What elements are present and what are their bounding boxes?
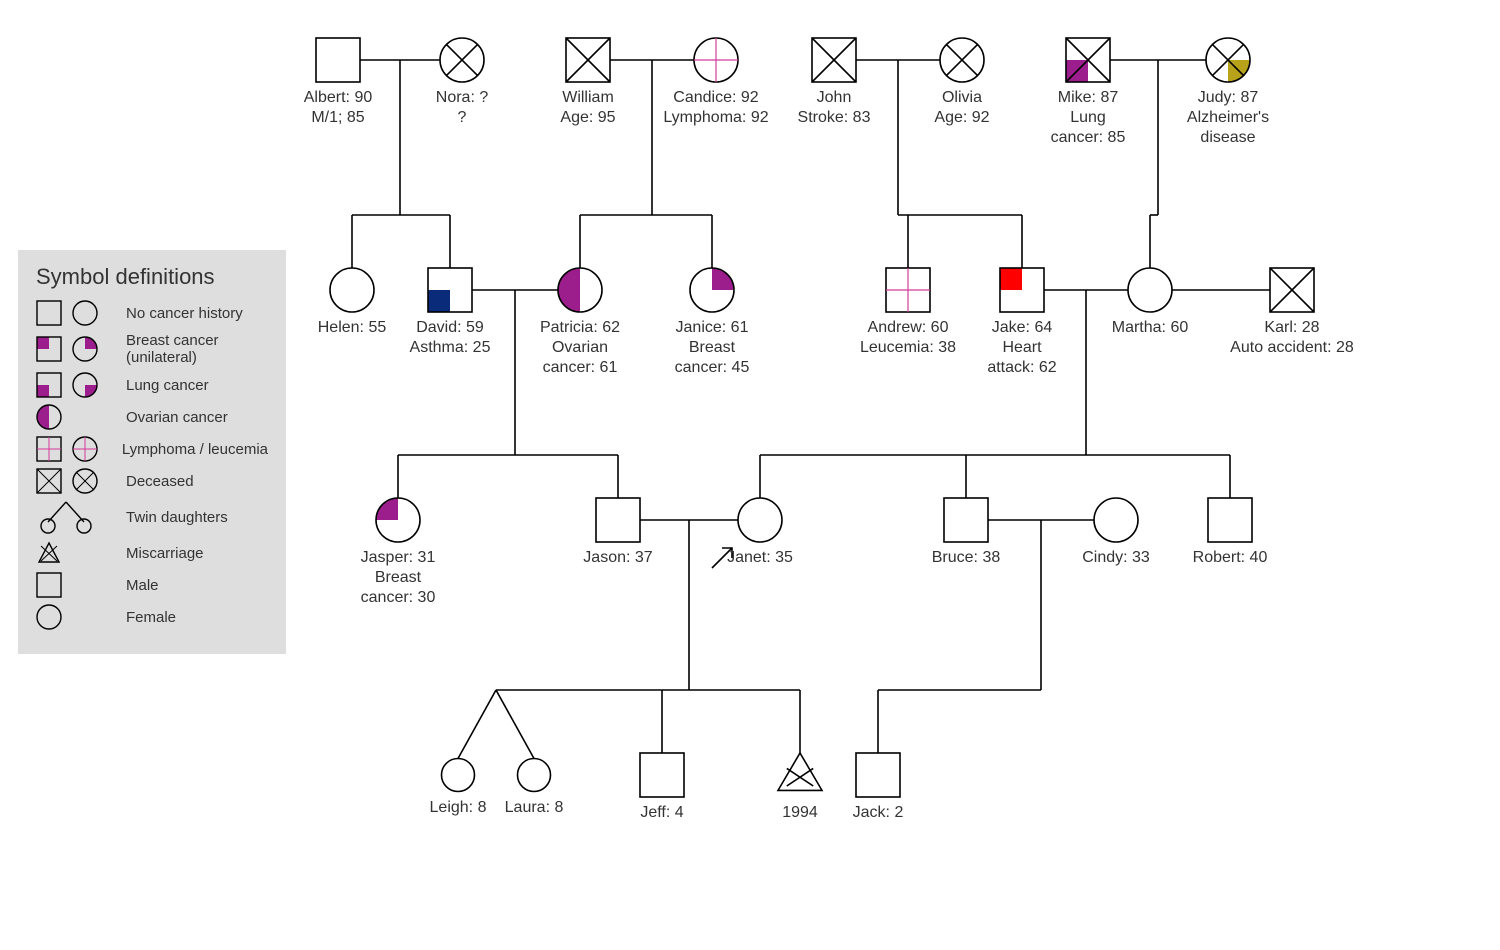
legend-icons [36, 540, 126, 566]
node-label-judy: Judy: 87 Alzheimer's disease [1138, 88, 1318, 148]
legend-label: Female [126, 609, 176, 626]
legend-label: No cancer history [126, 305, 243, 322]
legend-label: Deceased [126, 473, 194, 490]
legend-icons [36, 300, 126, 326]
legend-row-breast: Breast cancer (unilateral) [36, 332, 268, 366]
legend-label: Breast cancer (unilateral) [126, 332, 219, 366]
legend-label: Twin daughters [126, 509, 228, 526]
legend-icons [36, 572, 126, 598]
legend-icons [36, 604, 126, 630]
node-label-jack: Jack: 2 [788, 803, 968, 823]
legend-icons [36, 404, 126, 430]
legend-row-female: Female [36, 604, 268, 630]
legend-panel: Symbol definitions No cancer history Brea… [18, 250, 286, 654]
legend-label: Lung cancer [126, 377, 209, 394]
legend-label: Miscarriage [126, 545, 204, 562]
legend-row-lung: Lung cancer [36, 372, 268, 398]
node-label-robert: Robert: 40 [1140, 548, 1320, 568]
legend-title: Symbol definitions [36, 264, 268, 290]
node-label-janet: Janet: 35 [670, 548, 850, 568]
node-label-jasper: Jasper: 31 Breast cancer: 30 [308, 548, 488, 608]
legend-icons [36, 500, 126, 534]
legend-label: Male [126, 577, 159, 594]
legend-row-twins: Twin daughters [36, 500, 268, 534]
legend-row-miscarriage: Miscarriage [36, 540, 268, 566]
legend-row-deceased: Deceased [36, 468, 268, 494]
legend-label: Ovarian cancer [126, 409, 228, 426]
legend-icons [36, 468, 126, 494]
legend-row-male: Male [36, 572, 268, 598]
legend-icons [36, 336, 126, 362]
legend-icons [36, 372, 126, 398]
node-label-karl: Karl: 28 Auto accident: 28 [1202, 318, 1382, 358]
legend-label: Lymphoma / leucemia [122, 441, 268, 458]
legend-row-ovarian: Ovarian cancer [36, 404, 268, 430]
legend-row-lymphoma: Lymphoma / leucemia [36, 436, 268, 462]
legend-row-none: No cancer history [36, 300, 268, 326]
node-label-janice: Janice: 61 Breast cancer: 45 [622, 318, 802, 378]
legend-icons [36, 436, 122, 462]
